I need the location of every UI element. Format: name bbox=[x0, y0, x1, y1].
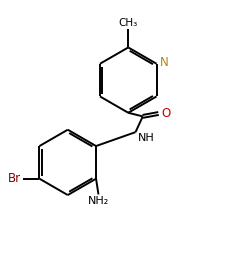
Text: NH: NH bbox=[138, 133, 155, 143]
Text: N: N bbox=[159, 56, 168, 69]
Text: NH₂: NH₂ bbox=[88, 196, 109, 206]
Text: CH₃: CH₃ bbox=[119, 18, 138, 28]
Text: O: O bbox=[161, 107, 170, 120]
Text: Br: Br bbox=[8, 172, 21, 185]
